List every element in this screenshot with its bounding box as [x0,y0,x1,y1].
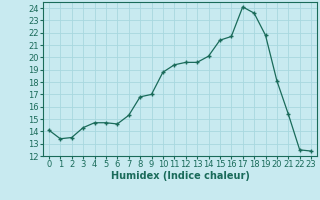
X-axis label: Humidex (Indice chaleur): Humidex (Indice chaleur) [111,171,249,181]
